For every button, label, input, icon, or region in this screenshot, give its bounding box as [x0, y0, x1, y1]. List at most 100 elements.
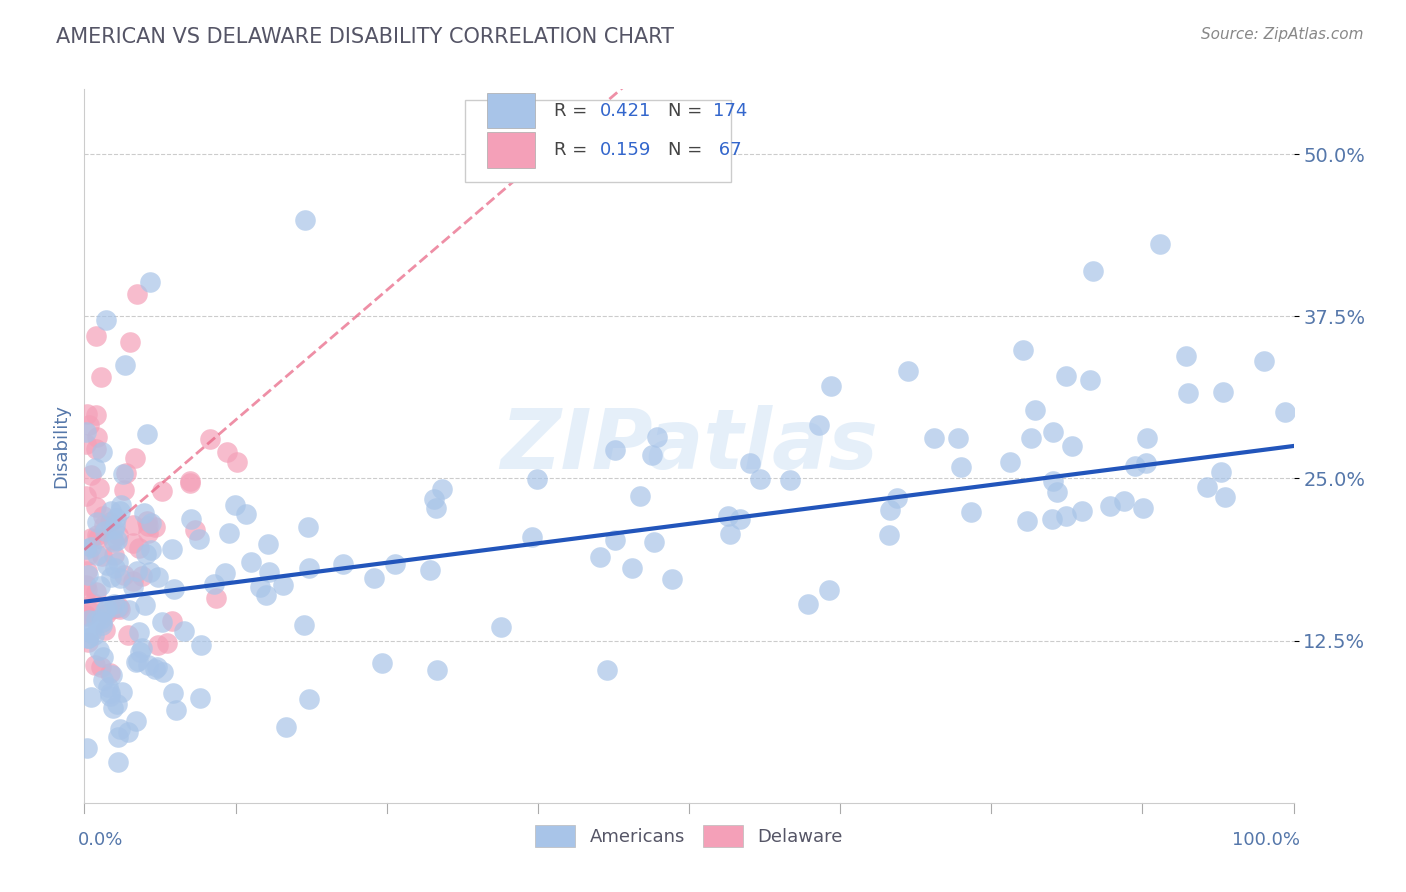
Point — [526, 472, 548, 486]
Point — [118, 334, 141, 349]
Point — [797, 597, 820, 611]
Point — [121, 574, 143, 588]
Point — [1274, 405, 1296, 419]
Point — [75, 489, 97, 503]
Point — [257, 537, 280, 551]
Point — [101, 602, 124, 616]
Text: 67: 67 — [713, 141, 742, 159]
Point — [103, 548, 125, 562]
Point — [628, 489, 651, 503]
Point — [107, 755, 129, 769]
Point — [98, 665, 121, 680]
Point — [90, 370, 112, 384]
Point — [110, 499, 132, 513]
Point — [998, 455, 1021, 469]
Point — [90, 660, 112, 674]
Point — [214, 566, 236, 581]
Point — [1135, 456, 1157, 470]
Point — [886, 491, 908, 505]
Point — [426, 663, 449, 677]
Point — [104, 518, 127, 533]
Point — [76, 631, 98, 645]
Text: 0.0%: 0.0% — [79, 831, 124, 849]
Point — [138, 657, 160, 672]
Point — [1136, 431, 1159, 445]
Point — [150, 484, 173, 499]
Point — [150, 615, 173, 629]
Point — [897, 364, 920, 378]
Point — [257, 565, 280, 579]
Point — [249, 580, 271, 594]
Point — [86, 329, 108, 343]
FancyBboxPatch shape — [465, 100, 731, 182]
Point — [1042, 474, 1064, 488]
Point — [125, 714, 148, 729]
Point — [98, 515, 121, 529]
Point — [107, 600, 129, 615]
Point — [128, 541, 150, 555]
Point — [146, 638, 169, 652]
Point — [643, 535, 665, 549]
Point — [83, 657, 105, 672]
Point — [124, 450, 146, 465]
Point — [105, 533, 128, 547]
Point — [190, 690, 212, 705]
Point — [122, 580, 145, 594]
Point — [82, 596, 104, 610]
Point — [84, 442, 107, 457]
Point — [1054, 368, 1077, 383]
Point — [1123, 458, 1146, 473]
Point — [225, 455, 247, 469]
Point — [108, 504, 131, 518]
Point — [101, 668, 124, 682]
Point — [131, 640, 153, 655]
Point — [156, 635, 179, 649]
Point — [187, 533, 209, 547]
Point — [292, 618, 315, 632]
Point — [101, 533, 124, 547]
Point — [274, 720, 297, 734]
Point — [1149, 237, 1171, 252]
Point — [879, 503, 901, 517]
Point — [271, 578, 294, 592]
Point — [603, 533, 626, 547]
Point — [877, 528, 900, 542]
Text: AMERICAN VS DELAWARE DISABILITY CORRELATION CHART: AMERICAN VS DELAWARE DISABILITY CORRELAT… — [56, 27, 675, 46]
Point — [595, 663, 617, 677]
Point — [91, 549, 114, 564]
Point — [75, 542, 97, 557]
Point — [75, 608, 97, 623]
Point — [298, 561, 321, 575]
Point — [817, 582, 839, 597]
Point — [93, 623, 115, 637]
Point — [114, 358, 136, 372]
Point — [1174, 349, 1197, 363]
Point — [820, 378, 842, 392]
Point — [80, 540, 103, 554]
Point — [1015, 514, 1038, 528]
Point — [949, 459, 972, 474]
Legend: Americans, Delaware: Americans, Delaware — [529, 818, 849, 855]
Point — [127, 654, 149, 668]
Point — [748, 472, 770, 486]
Point — [363, 571, 385, 585]
Point — [143, 662, 166, 676]
Point — [75, 425, 97, 439]
Point — [86, 515, 108, 529]
Point — [76, 635, 98, 649]
Text: ZIPatlas: ZIPatlas — [501, 406, 877, 486]
Point — [1253, 354, 1275, 368]
Point — [77, 418, 100, 433]
Point — [425, 500, 447, 515]
Point — [108, 723, 131, 737]
Point — [121, 536, 143, 550]
Point — [202, 577, 225, 591]
Point — [103, 522, 125, 536]
Point — [118, 603, 141, 617]
Point — [134, 506, 156, 520]
Point — [103, 534, 125, 549]
Point — [90, 615, 112, 629]
Point — [1019, 431, 1042, 445]
Point — [93, 518, 115, 533]
Point — [152, 665, 174, 679]
